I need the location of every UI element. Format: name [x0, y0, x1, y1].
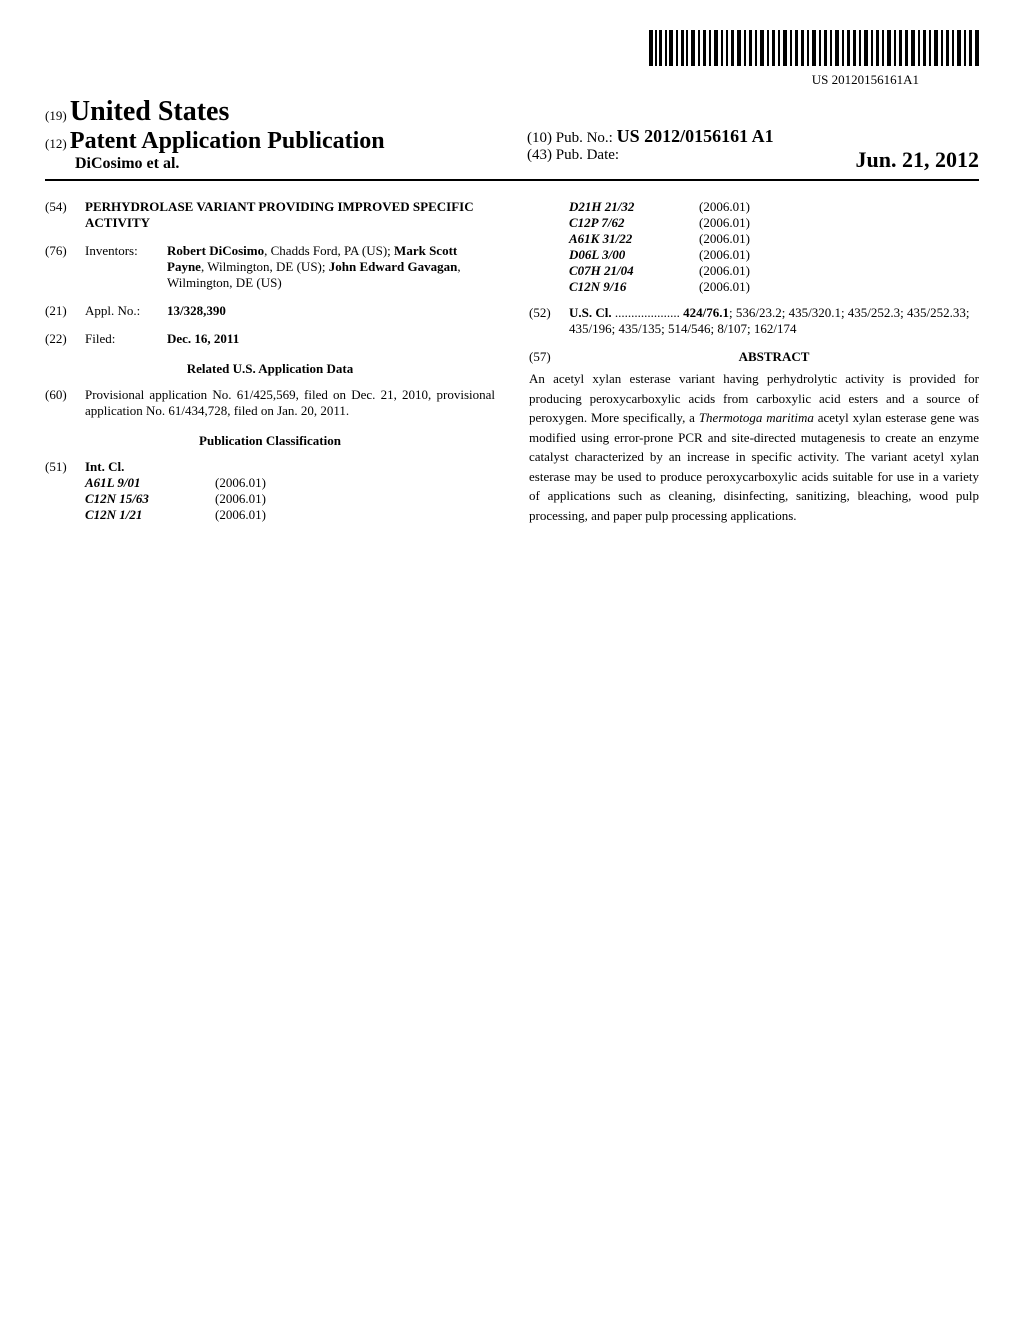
- abstract-heading: ABSTRACT: [569, 349, 979, 365]
- uscl-row: (52) U.S. Cl. .................... 424/7…: [529, 305, 979, 337]
- filed-row: (22) Filed: Dec. 16, 2011: [45, 331, 495, 347]
- abstract-num: (57): [529, 349, 569, 365]
- uscl-label: U.S. Cl.: [569, 305, 612, 320]
- ipc-row: C07H 21/04 (2006.01): [569, 263, 979, 279]
- barcode-section: US 20120156161A1: [45, 30, 979, 88]
- pub-date-label: Pub. Date:: [556, 147, 619, 163]
- uscl-content: U.S. Cl. .................... 424/76.1; …: [569, 305, 979, 337]
- intcl-label: Int. Cl.: [85, 459, 495, 475]
- inventors-num: (76): [45, 243, 85, 291]
- title-text: PERHYDROLASE VARIANT PROVIDING IMPROVED …: [85, 199, 495, 231]
- inventor-name-0: Robert DiCosimo: [167, 243, 264, 258]
- label-12: (12): [45, 136, 67, 151]
- ipc-row: C12N 15/63 (2006.01): [85, 491, 495, 507]
- provisional-row: (60) Provisional application No. 61/425,…: [45, 387, 495, 419]
- ipc-code-l2: C12N 1/21: [85, 507, 215, 523]
- inventors-label: Inventors:: [85, 243, 167, 291]
- intcl-row: (51) Int. Cl. A61L 9/01 (2006.01) C12N 1…: [45, 459, 495, 523]
- filed-label: Filed:: [85, 331, 167, 347]
- ipc-year-r3: (2006.01): [699, 247, 750, 263]
- filed-value: Dec. 16, 2011: [167, 331, 495, 347]
- intcl-num: (51): [45, 459, 85, 523]
- inventor-loc-1: , Wilmington, DE (US);: [201, 259, 329, 274]
- header: (19) United States (12) Patent Applicati…: [45, 96, 979, 181]
- label-19: (19): [45, 108, 67, 123]
- column-right: D21H 21/32 (2006.01) C12P 7/62 (2006.01)…: [529, 199, 979, 525]
- abstract-after: acetyl xylan esterase gene was modified …: [529, 410, 979, 523]
- ipc-row: C12N 1/21 (2006.01): [85, 507, 495, 523]
- uscl-num: (52): [529, 305, 569, 337]
- ipc-code-r0: D21H 21/32: [569, 199, 699, 215]
- provisional-text: Provisional application No. 61/425,569, …: [85, 387, 495, 419]
- ipc-year-l2: (2006.01): [215, 507, 266, 523]
- applno-value: 13/328,390: [167, 303, 495, 319]
- header-left: (19) United States (12) Patent Applicati…: [45, 96, 497, 173]
- ipc-row: C12N 9/16 (2006.01): [569, 279, 979, 295]
- pub-class-heading: Publication Classification: [45, 433, 495, 449]
- related-heading: Related U.S. Application Data: [45, 361, 495, 377]
- ipc-row: D06L 3/00 (2006.01): [569, 247, 979, 263]
- authors: DiCosimo et al.: [45, 155, 497, 173]
- ipc-code-l1: C12N 15/63: [85, 491, 215, 507]
- intcl-content: Int. Cl. A61L 9/01 (2006.01) C12N 15/63 …: [85, 459, 495, 523]
- barcode-image: [649, 30, 979, 66]
- ipc-year-l1: (2006.01): [215, 491, 266, 507]
- pub-no: US 2012/0156161 A1: [617, 126, 774, 146]
- ipc-code-r2: A61K 31/22: [569, 231, 699, 247]
- header-right: (10) Pub. No.: US 2012/0156161 A1 (43) P…: [497, 126, 979, 173]
- abstract-text: An acetyl xylan esterase variant having …: [529, 369, 979, 525]
- title-num: (54): [45, 199, 85, 231]
- inventors-row: (76) Inventors: Robert DiCosimo, Chadds …: [45, 243, 495, 291]
- barcode-number: US 20120156161A1: [45, 72, 979, 88]
- ipc-code-r1: C12P 7/62: [569, 215, 699, 231]
- ipc-year-l0: (2006.01): [215, 475, 266, 491]
- ipc-year-r1: (2006.01): [699, 215, 750, 231]
- ipc-year-r0: (2006.01): [699, 199, 750, 215]
- ipc-code-r3: D06L 3/00: [569, 247, 699, 263]
- ipc-row: C12P 7/62 (2006.01): [569, 215, 979, 231]
- ipc-row: A61K 31/22 (2006.01): [569, 231, 979, 247]
- ipc-code-r4: C07H 21/04: [569, 263, 699, 279]
- two-column-body: (54) PERHYDROLASE VARIANT PROVIDING IMPR…: [45, 199, 979, 525]
- title-row: (54) PERHYDROLASE VARIANT PROVIDING IMPR…: [45, 199, 495, 231]
- abstract-header-row: (57) ABSTRACT: [529, 349, 979, 365]
- inventor-name-2: John Edward Gavagan: [329, 259, 458, 274]
- applno-row: (21) Appl. No.: 13/328,390: [45, 303, 495, 319]
- label-10: (10): [527, 130, 552, 146]
- ipc-row: A61L 9/01 (2006.01): [85, 475, 495, 491]
- filed-num: (22): [45, 331, 85, 347]
- provisional-num: (60): [45, 387, 85, 419]
- pub-date: Jun. 21, 2012: [856, 147, 979, 173]
- inventor-loc-0: , Chadds Ford, PA (US);: [264, 243, 394, 258]
- applno-num: (21): [45, 303, 85, 319]
- ipc-code-l0: A61L 9/01: [85, 475, 215, 491]
- ipc-year-r2: (2006.01): [699, 231, 750, 247]
- doc-type: Patent Application Publication: [70, 128, 385, 154]
- pub-no-label: Pub. No.:: [556, 130, 613, 146]
- ipc-year-r4: (2006.01): [699, 263, 750, 279]
- column-left: (54) PERHYDROLASE VARIANT PROVIDING IMPR…: [45, 199, 495, 525]
- ipc-right-list: D21H 21/32 (2006.01) C12P 7/62 (2006.01)…: [529, 199, 979, 295]
- uscl-first: 424/76.1: [683, 305, 729, 320]
- ipc-code-r5: C12N 9/16: [569, 279, 699, 295]
- country: United States: [70, 96, 229, 127]
- uscl-dots: ....................: [615, 305, 683, 320]
- inventors-value: Robert DiCosimo, Chadds Ford, PA (US); M…: [167, 243, 495, 291]
- label-43: (43): [527, 147, 552, 163]
- ipc-row: D21H 21/32 (2006.01): [569, 199, 979, 215]
- abstract-italic: Thermotoga maritima: [699, 410, 814, 425]
- ipc-year-r5: (2006.01): [699, 279, 750, 295]
- applno-label: Appl. No.:: [85, 303, 167, 319]
